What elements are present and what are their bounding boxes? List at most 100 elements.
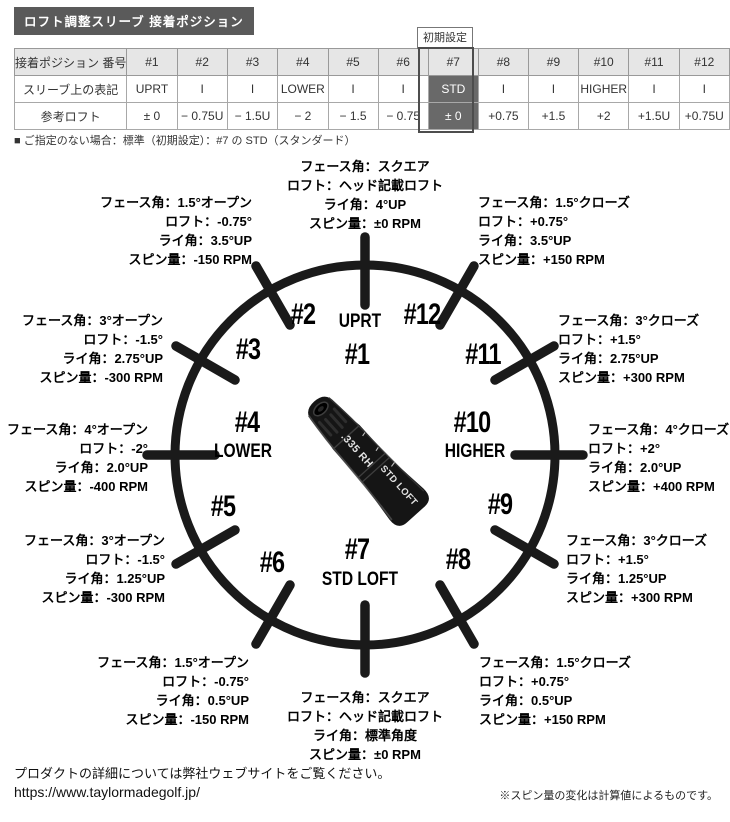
- dial-annotation-2: フェース角：1.5°オープン ロフト：-0.75° ライ角：3.5°UP スピン…: [100, 193, 252, 269]
- footer-disclaimer: ※スピン量の変化は計算値によるものです。: [499, 790, 718, 802]
- table-cell: − 0.75U: [176, 102, 228, 130]
- col-header: #12: [678, 48, 730, 76]
- dial-annotation-4: フェース角：4°オープン ロフト：-2° ライ角：2.0°UP スピン量：-40…: [7, 420, 148, 496]
- table-cell: − 2: [277, 102, 329, 130]
- annotation-line: スピン量：-300 RPM: [41, 590, 165, 605]
- dial-position-label-2: #2: [290, 298, 316, 331]
- annotation-line: ロフト：-0.75°: [165, 214, 252, 229]
- col-header: #10: [577, 48, 630, 76]
- dial-tick-5: [171, 525, 240, 569]
- sleeve-band-groove-upper: [333, 425, 360, 450]
- dial-position-label-4: #4: [234, 406, 260, 439]
- col-header-highlighted: #7: [427, 48, 479, 76]
- table-cell: +0.75U: [678, 102, 730, 130]
- annotation-line: ロフト：-1.5°: [85, 552, 165, 567]
- dial-annotation-3: フェース角：3°オープン ロフト：-1.5° ライ角：2.75°UP スピン量：…: [22, 311, 163, 387]
- annotation-line: ライ角：2.75°UP: [558, 351, 659, 366]
- dial-position-label-12: #12: [403, 298, 441, 331]
- annotation-line: ライ角：1.25°UP: [566, 571, 667, 586]
- annotation-line: ライ角：3.5°UP: [158, 233, 252, 248]
- annotation-line: フェース角：1.5°クローズ: [479, 655, 631, 670]
- page-title: ロフト調整スリーブ 接着ポジション: [14, 7, 254, 35]
- dial-position-label-3: #3: [235, 333, 261, 366]
- table-cell: HIGHER: [577, 75, 630, 103]
- annotation-line: フェース角：4°オープン: [7, 422, 148, 437]
- annotation-line: フェース角：1.5°オープン: [100, 195, 252, 210]
- dial-position-label-10: #10: [453, 406, 491, 439]
- sleeve-adapter-image: .335 RH STD LOFT: [308, 396, 429, 526]
- sleeve-graduation-marks: [362, 432, 395, 467]
- col-header: #11: [628, 48, 680, 76]
- annotation-line: フェース角：スクエア: [300, 690, 430, 705]
- dial-annotation-12: フェース角：1.5°クローズ ロフト：+0.75° ライ角：3.5°UP スピン…: [478, 193, 630, 269]
- annotation-line: フェース角：スクエア: [300, 159, 430, 174]
- row-header-sleeve-mark: スリーブ上の表記: [13, 75, 128, 103]
- col-header: #2: [176, 48, 228, 76]
- dial-position-label-1: #1: [344, 338, 370, 371]
- annotation-line: ロフト：ヘッド記載ロフト: [286, 709, 444, 724]
- table-cell: +1.5U: [628, 102, 680, 130]
- dial-tick-12: [435, 261, 479, 330]
- dial-tick-6: [251, 580, 295, 649]
- dial-annotation-9: フェース角：3°クローズ ロフト：+1.5° ライ角：1.25°UP スピン量：…: [566, 531, 707, 607]
- annotation-line: フェース角：3°オープン: [24, 533, 165, 548]
- annotation-line: スピン量：+400 RPM: [588, 479, 715, 494]
- annotation-line: ライ角：0.5°UP: [155, 693, 249, 708]
- footer-website-url[interactable]: https://www.taylormadegolf.jp/: [14, 784, 200, 800]
- table-cell: +2: [577, 102, 630, 130]
- table-cell-loft-highlighted: ± 0: [427, 102, 479, 130]
- dial-word-uprt: UPRT: [338, 311, 382, 332]
- annotation-line: ロフト：+2°: [588, 441, 661, 456]
- annotation-line: フェース角：3°オープン: [22, 313, 163, 328]
- dial-annotation-1: フェース角：スクエア ロフト：ヘッド記載ロフト ライ角：4°UP スピン量：±0…: [287, 157, 443, 233]
- dial-annotation-10: フェース角：4°クローズ ロフト：+2° ライ角：2.0°UP スピン量：+40…: [588, 420, 729, 496]
- dial-annotation-6: フェース角：1.5°オープン ロフト：-0.75° ライ角：0.5°UP スピン…: [97, 653, 249, 729]
- annotation-line: ライ角：1.25°UP: [64, 571, 165, 586]
- dial-annotation-5: フェース角：3°オープン ロフト：-1.5° ライ角：1.25°UP スピン量：…: [24, 531, 165, 607]
- dial-word-lower: LOWER: [214, 441, 272, 462]
- dial-tick-11: [490, 341, 559, 385]
- footer-message: プロダクトの詳細については弊社ウェブサイトをご覧ください。: [14, 766, 391, 781]
- col-header: #8: [477, 48, 529, 76]
- col-header: #1: [126, 48, 178, 76]
- sleeve-spline-ridges: [317, 407, 348, 437]
- table-cell: I: [678, 75, 730, 103]
- row-header-position-number: 接着ポジション 番号: [13, 48, 128, 76]
- table-cell: I: [377, 75, 429, 103]
- dial-word-higher: HIGHER: [444, 441, 506, 462]
- table-cell: +1.5: [527, 102, 579, 130]
- dial-position-label-9: #9: [487, 488, 513, 521]
- annotation-line: フェース角：3°クローズ: [558, 313, 700, 328]
- annotation-line: ライ角：2.0°UP: [54, 460, 148, 475]
- table-cell: − 1.5: [327, 102, 379, 130]
- annotation-line: ロフト：+1.5°: [566, 552, 649, 567]
- position-table: 接着ポジション 番号 #1 #2 #3 #4 #5 #6 #7 #8 #9 #1…: [13, 48, 730, 130]
- table-cell: − 1.5U: [226, 102, 279, 130]
- table-cell: I: [327, 75, 379, 103]
- annotation-line: スピン量：+300 RPM: [558, 370, 685, 385]
- dial-tick-8: [435, 580, 479, 649]
- sleeve-body: [308, 396, 429, 526]
- sleeve-tip-bore-center: [317, 406, 324, 412]
- dial-position-label-7: #7: [344, 533, 370, 566]
- row-header-ref-loft: 参考ロフト: [13, 102, 128, 130]
- annotation-line: ロフト：+0.75°: [479, 674, 570, 689]
- annotation-line: フェース角：1.5°クローズ: [478, 195, 630, 210]
- initial-setting-label: 初期設定: [417, 27, 473, 49]
- table-footnote: ■ ご指定のない場合：標準（初期設定）：#7 の STD（スタンダード）: [14, 135, 356, 147]
- annotation-line: スピン量：+300 RPM: [566, 590, 693, 605]
- table-cell: LOWER: [277, 75, 329, 103]
- table-header-row: 接着ポジション 番号 #1 #2 #3 #4 #5 #6 #7 #8 #9 #1…: [13, 48, 730, 76]
- table-cell: I: [477, 75, 529, 103]
- annotation-line: ライ角：3.5°UP: [478, 233, 572, 248]
- dial-position-label-8: #8: [445, 543, 471, 576]
- dial-position-label-6: #6: [259, 546, 285, 579]
- col-header: #4: [277, 48, 329, 76]
- dial-word-std-loft: STD LOFT: [321, 569, 399, 590]
- col-header: #9: [527, 48, 579, 76]
- dial-annotation-8: フェース角：1.5°クローズ ロフト：+0.75° ライ角：0.5°UP スピン…: [479, 653, 631, 729]
- col-header: #5: [327, 48, 379, 76]
- annotation-line: ロフト：-0.75°: [162, 674, 249, 689]
- annotation-line: ライ角：0.5°UP: [479, 693, 573, 708]
